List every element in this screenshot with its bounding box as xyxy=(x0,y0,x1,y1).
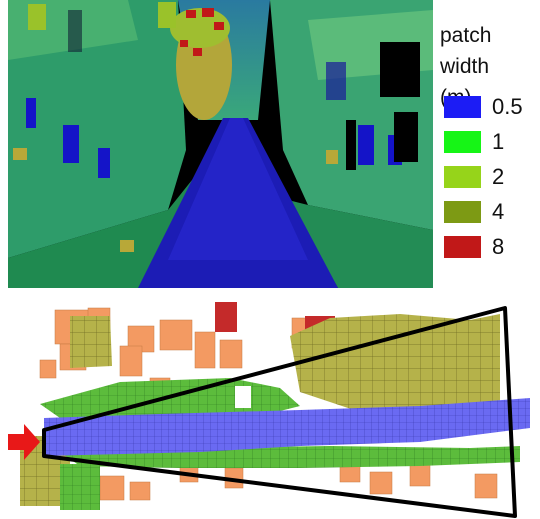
olive-patches xyxy=(290,314,500,414)
legend-swatch xyxy=(444,236,481,258)
red-patch xyxy=(215,302,237,332)
legend-item: 4 xyxy=(444,197,540,229)
camera-position-arrow xyxy=(8,424,40,460)
olive-patches xyxy=(70,316,112,368)
legend-swatch xyxy=(444,166,481,188)
patch-map-top-down xyxy=(8,302,530,518)
blue-road-patches xyxy=(44,398,530,456)
legend-title-line1: patch width xyxy=(440,24,492,78)
legend-label: 1 xyxy=(492,129,505,154)
legend-swatch xyxy=(444,131,481,153)
legend-swatch xyxy=(444,96,481,118)
legend: patch width (m) 0.5 1 2 4 8 xyxy=(436,0,540,288)
legend-item: 2 xyxy=(444,162,540,194)
legend-item: 0.5 xyxy=(444,92,540,124)
legend-label: 4 xyxy=(492,199,505,224)
camera-frustum xyxy=(42,306,517,518)
point-cloud-street-view xyxy=(8,0,433,288)
legend-label: 2 xyxy=(492,164,505,189)
green-patches xyxy=(60,464,100,510)
legend-label: 8 xyxy=(492,234,505,259)
legend-swatch xyxy=(444,201,481,223)
legend-label: 0.5 xyxy=(492,94,523,119)
gap xyxy=(235,386,251,408)
legend-item: 8 xyxy=(444,232,540,264)
legend-item: 1 xyxy=(444,127,540,159)
